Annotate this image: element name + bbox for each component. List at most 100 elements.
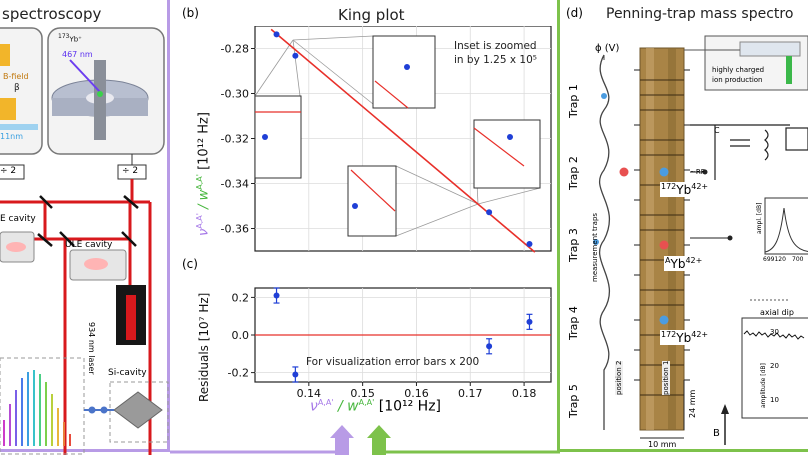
resonance-plot (764, 197, 808, 255)
inset-note-2: in by 1.25 x 10⁵ (454, 54, 537, 66)
res-xtick-label: 0.14 (297, 387, 322, 400)
panel-a-schematic (0, 27, 169, 455)
res-xtick-label: 0.16 (404, 387, 429, 400)
king-point (526, 241, 533, 248)
residuals-note: For visualization error bars x 200 (306, 356, 479, 368)
arrow-green (367, 425, 391, 455)
ion-stack-1 (659, 167, 669, 177)
res-ytick-label: -0.2 (228, 367, 249, 380)
res-point (526, 318, 533, 325)
trap-label-3: Trap 3 (567, 228, 580, 262)
res-point (292, 371, 299, 378)
b-field-label: B (713, 428, 720, 439)
ayb-label: AYb42+ (664, 256, 704, 271)
frequency-comb (3, 370, 71, 446)
ampl-axis-label: ampl. [dB] (756, 202, 763, 234)
trap-label-4: Trap 4 (567, 306, 580, 340)
rf-label: ~RF (690, 168, 705, 176)
trap-label-1: Trap 1 (567, 84, 580, 118)
si-cavity-box (109, 381, 169, 443)
divider-left-label: ÷ 2 (0, 166, 17, 176)
king-ytick-label: -0.36 (221, 223, 249, 236)
king-plot: -0.28 -0.30 -0.32 -0.34 -0.36 Inset is zoome… (221, 26, 552, 253)
king-point (273, 31, 280, 38)
resonator-circuit (690, 124, 808, 180)
residuals-xlabel: νA,A' / wA,A' [10¹² Hz] (310, 398, 442, 415)
ion-stack-3 (659, 315, 669, 325)
position1-label: position 1 (662, 360, 670, 395)
inset-box-b (372, 35, 436, 109)
trap-box-left (0, 27, 43, 155)
ion-trap2 (619, 167, 629, 177)
amp-tick-30: 30 (770, 328, 779, 336)
wavelength-467-label: 467 nm (62, 50, 93, 59)
king-ytick-label: -0.28 (221, 43, 249, 56)
laser-label: 934 nm laser (87, 322, 96, 375)
panel-d-letter: (d) (566, 6, 583, 20)
panel-b-letter: (b) (182, 6, 199, 20)
inset-1 (254, 35, 541, 237)
king-ytick-label: -0.32 (221, 133, 249, 146)
king-ytick-label: -0.30 (221, 88, 249, 101)
electrode-yellow-2 (0, 98, 16, 120)
panel-d-title: Penning-trap mass spectro (606, 6, 794, 22)
ion-stack-2 (659, 240, 669, 250)
phi-label: ϕ (V) (595, 43, 620, 54)
yb172-label-bottom: 172Yb42+ (660, 330, 710, 345)
si-cavity-label: Si-cavity (108, 368, 147, 378)
capacitor-label: C (714, 126, 720, 135)
ion-trap3 (593, 239, 599, 245)
measurement-traps-label: measurement traps (591, 212, 599, 282)
king-ylabel: νA,A' / wA,A' [10¹² Hz] (195, 112, 212, 236)
ule-cavity-2-label: ULE cavity (65, 240, 113, 250)
panel-c-letter: (c) (182, 257, 198, 271)
rod-electrode (94, 60, 106, 140)
king-fit-line (270, 28, 536, 253)
laser-beam-blue (0, 124, 38, 130)
res-xtick-label: 0.17 (458, 387, 483, 400)
ion-dot (97, 91, 103, 97)
amp-tick-10: 10 (770, 396, 779, 404)
inset-box-a (254, 95, 302, 179)
potential-curve (598, 54, 610, 430)
amp-tick-20: 20 (770, 362, 779, 370)
axial-dip-label: axial dip (760, 308, 794, 317)
res-ytick-label: 0.0 (232, 329, 250, 342)
arrow-purple (330, 425, 354, 455)
res-xtick-label: 0.18 (512, 387, 537, 400)
inset-box-c (473, 119, 541, 189)
residuals-ylabel: Residuals [10⁷ Hz] (197, 292, 211, 402)
residuals-plot: 0.2 0.0 -0.2 0.14 0.15 0.16 0.17 0.18 For visu… (228, 287, 552, 400)
king-ytick-label: -0.34 (221, 178, 249, 191)
freq-tick-1: 699120 (763, 256, 786, 263)
ion-mass-label: 173Yb⁺ (58, 33, 82, 44)
yb172-label-top: 172Yb42+ (660, 182, 710, 197)
amplitude-axis-label: amplitude [dB] (760, 363, 767, 408)
inset-note-1: Inset is zoomed (454, 40, 537, 52)
res-ytick-label: 0.2 (232, 291, 250, 304)
si-cavity (113, 391, 163, 429)
div-box-left (0, 164, 25, 180)
ion-production-label-1: highly charged (712, 66, 765, 74)
res-point (486, 343, 493, 350)
bottom-arrows (170, 425, 560, 455)
wavelength-11nm-label: 11nm (0, 132, 24, 141)
ion-production-label-2: ion production (712, 76, 763, 84)
divider-right-label: ÷ 2 (122, 166, 139, 176)
res-point (273, 292, 280, 299)
comb-box (0, 357, 85, 455)
freq-tick-2: 700 (792, 256, 804, 263)
scale-24mm: 24 mm (688, 389, 697, 418)
position2-label: position 2 (615, 360, 623, 395)
king-point (292, 52, 299, 59)
king-point (486, 209, 493, 216)
ion-trap1 (601, 93, 607, 99)
ule-cavity-1-label: E cavity (0, 214, 36, 224)
panel-b-title: King plot (338, 6, 405, 24)
panel-d (557, 0, 808, 452)
electrode-yellow (0, 44, 10, 66)
trap-label-5: Trap 5 (567, 384, 580, 418)
inset-box-d (347, 165, 397, 237)
bfield-label: B-field (3, 72, 29, 81)
trap-label-2: Trap 2 (567, 156, 580, 190)
